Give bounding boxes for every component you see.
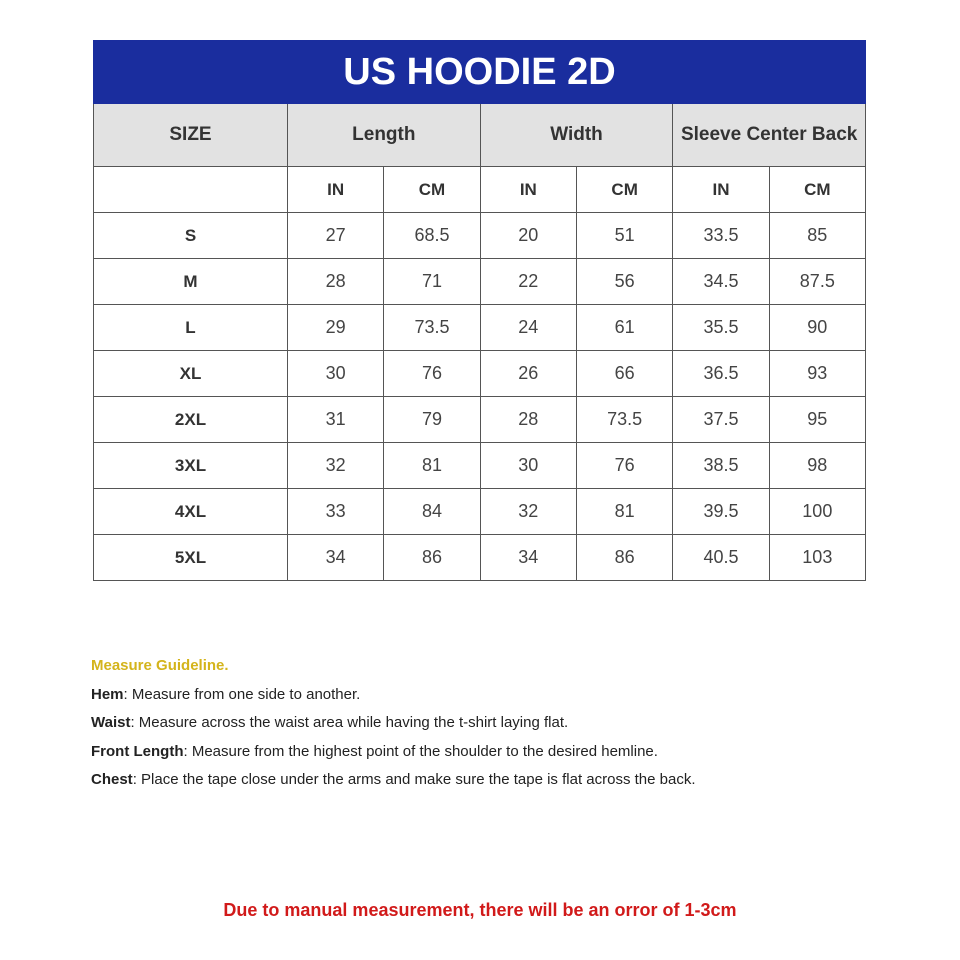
measurement-cell: 51: [575, 212, 674, 259]
guideline-text: : Measure across the waist area while ha…: [130, 714, 569, 731]
measurement-cell: 35.5: [672, 304, 770, 351]
table-row: 4XL 33 84 32 81 39.5 100: [93, 488, 867, 535]
table-row: 3XL 32 81 30 76 38.5 98: [93, 442, 867, 489]
group-sleeve-center-back: Sleeve Center Back: [672, 103, 866, 167]
measurement-cell: 28: [286, 258, 385, 305]
measurement-cell: 90: [768, 304, 867, 351]
guideline-term: Chest: [91, 771, 133, 788]
size-cell: S: [93, 212, 288, 259]
measurement-cell: 100: [768, 488, 867, 535]
size-header: SIZE: [93, 103, 288, 167]
measurement-cell: 24: [479, 304, 577, 351]
measurement-cell: 36.5: [672, 350, 770, 397]
size-cell: 3XL: [93, 442, 288, 489]
guideline-term: Waist: [91, 714, 131, 731]
measurement-cell: 76: [575, 442, 674, 489]
unit-header-cm: CM: [768, 166, 867, 213]
guideline-text: : Measure from one side to another.: [123, 685, 361, 703]
chart-title: US HOODIE 2D: [93, 40, 866, 104]
guideline-heading: Measure Guideline.: [91, 657, 229, 674]
empty-cell: [93, 166, 288, 213]
guideline-text: : Place the tape close under the arms an…: [132, 771, 696, 788]
unit-header-row: IN CM IN CM IN CM: [93, 166, 867, 213]
measurement-cell: 73.5: [383, 304, 481, 351]
unit-header-in: IN: [479, 166, 577, 213]
measurement-cell: 73.5: [575, 396, 674, 443]
measurement-cell: 86: [575, 534, 674, 581]
unit-header-in: IN: [286, 166, 385, 213]
measurement-cell: 27: [286, 212, 385, 259]
table-row: S 27 68.5 20 51 33.5 85: [93, 212, 867, 259]
guideline-text: : Measure from the highest point of the …: [183, 742, 658, 760]
measurement-cell: 20: [479, 212, 577, 259]
guideline-term: Hem: [91, 685, 124, 703]
guideline-item: Waist: Measure across the waist area whi…: [91, 709, 696, 738]
measurement-cell: 56: [575, 258, 674, 305]
size-cell: 5XL: [93, 534, 288, 581]
measurement-cell: 84: [383, 488, 481, 535]
measurement-cell: 79: [383, 396, 481, 443]
group-header-row: SIZE Length Width Sleeve Center Back: [93, 103, 866, 167]
measurement-cell: 68.5: [383, 212, 481, 259]
measurement-cell: 29: [286, 304, 385, 351]
measurement-cell: 28: [479, 396, 577, 443]
measurement-cell: 81: [575, 488, 674, 535]
table-row: M 28 71 22 56 34.5 87.5: [93, 258, 867, 305]
measurement-error-note: Due to manual measurement, there will be…: [223, 900, 737, 920]
measurement-cell: 34: [479, 534, 577, 581]
guideline-item: Hem: Measure from one side to another.: [91, 681, 696, 710]
table-row: 2XL 31 79 28 73.5 37.5 95: [93, 396, 867, 443]
measurement-cell: 22: [479, 258, 577, 305]
measurement-cell: 39.5: [672, 488, 770, 535]
measurement-cell: 61: [575, 304, 674, 351]
measurement-cell: 86: [383, 534, 481, 581]
size-cell: M: [93, 258, 288, 305]
measurement-cell: 71: [383, 258, 481, 305]
measurement-cell: 37.5: [672, 396, 770, 443]
measure-guideline: Measure Guideline. Hem: Measure from one…: [91, 652, 696, 795]
measurement-cell: 38.5: [672, 442, 770, 489]
size-cell: XL: [93, 350, 288, 397]
table-row: 5XL 34 86 34 86 40.5 103: [93, 534, 867, 581]
guideline-item: Front Length: Measure from the highest p…: [91, 738, 696, 767]
guideline-term: Front Length: [91, 742, 184, 760]
unit-header-in: IN: [672, 166, 770, 213]
measurement-cell: 34.5: [672, 258, 770, 305]
measurement-cell: 26: [479, 350, 577, 397]
measurement-cell: 30: [479, 442, 577, 489]
measurement-cell: 33: [286, 488, 385, 535]
unit-header-cm: CM: [575, 166, 674, 213]
table-row: XL 30 76 26 66 36.5 93: [93, 350, 867, 397]
measurement-cell: 95: [768, 396, 867, 443]
size-cell: 4XL: [93, 488, 288, 535]
measurement-cell: 32: [479, 488, 577, 535]
size-cell: L: [93, 304, 288, 351]
measurement-cell: 85: [768, 212, 867, 259]
measurement-cell: 32: [286, 442, 385, 489]
measurement-cell: 30: [286, 350, 385, 397]
size-chart-table: US HOODIE 2D SIZE Length Width Sleeve Ce…: [93, 40, 867, 581]
measurement-cell: 81: [383, 442, 481, 489]
guideline-item: Chest: Place the tape close under the ar…: [91, 766, 696, 795]
measurement-cell: 103: [768, 534, 867, 581]
measurement-cell: 31: [286, 396, 385, 443]
measurement-cell: 33.5: [672, 212, 770, 259]
measurement-cell: 40.5: [672, 534, 770, 581]
size-cell: 2XL: [93, 396, 288, 443]
table-row: L 29 73.5 24 61 35.5 90: [93, 304, 867, 351]
group-length: Length: [287, 103, 481, 167]
measurement-cell: 93: [768, 350, 867, 397]
measurement-cell: 66: [575, 350, 674, 397]
measurement-cell: 34: [286, 534, 385, 581]
measurement-cell: 76: [383, 350, 481, 397]
measurement-cell: 98: [768, 442, 867, 489]
group-width: Width: [479, 103, 674, 167]
unit-header-cm: CM: [383, 166, 481, 213]
measurement-cell: 87.5: [768, 258, 867, 305]
